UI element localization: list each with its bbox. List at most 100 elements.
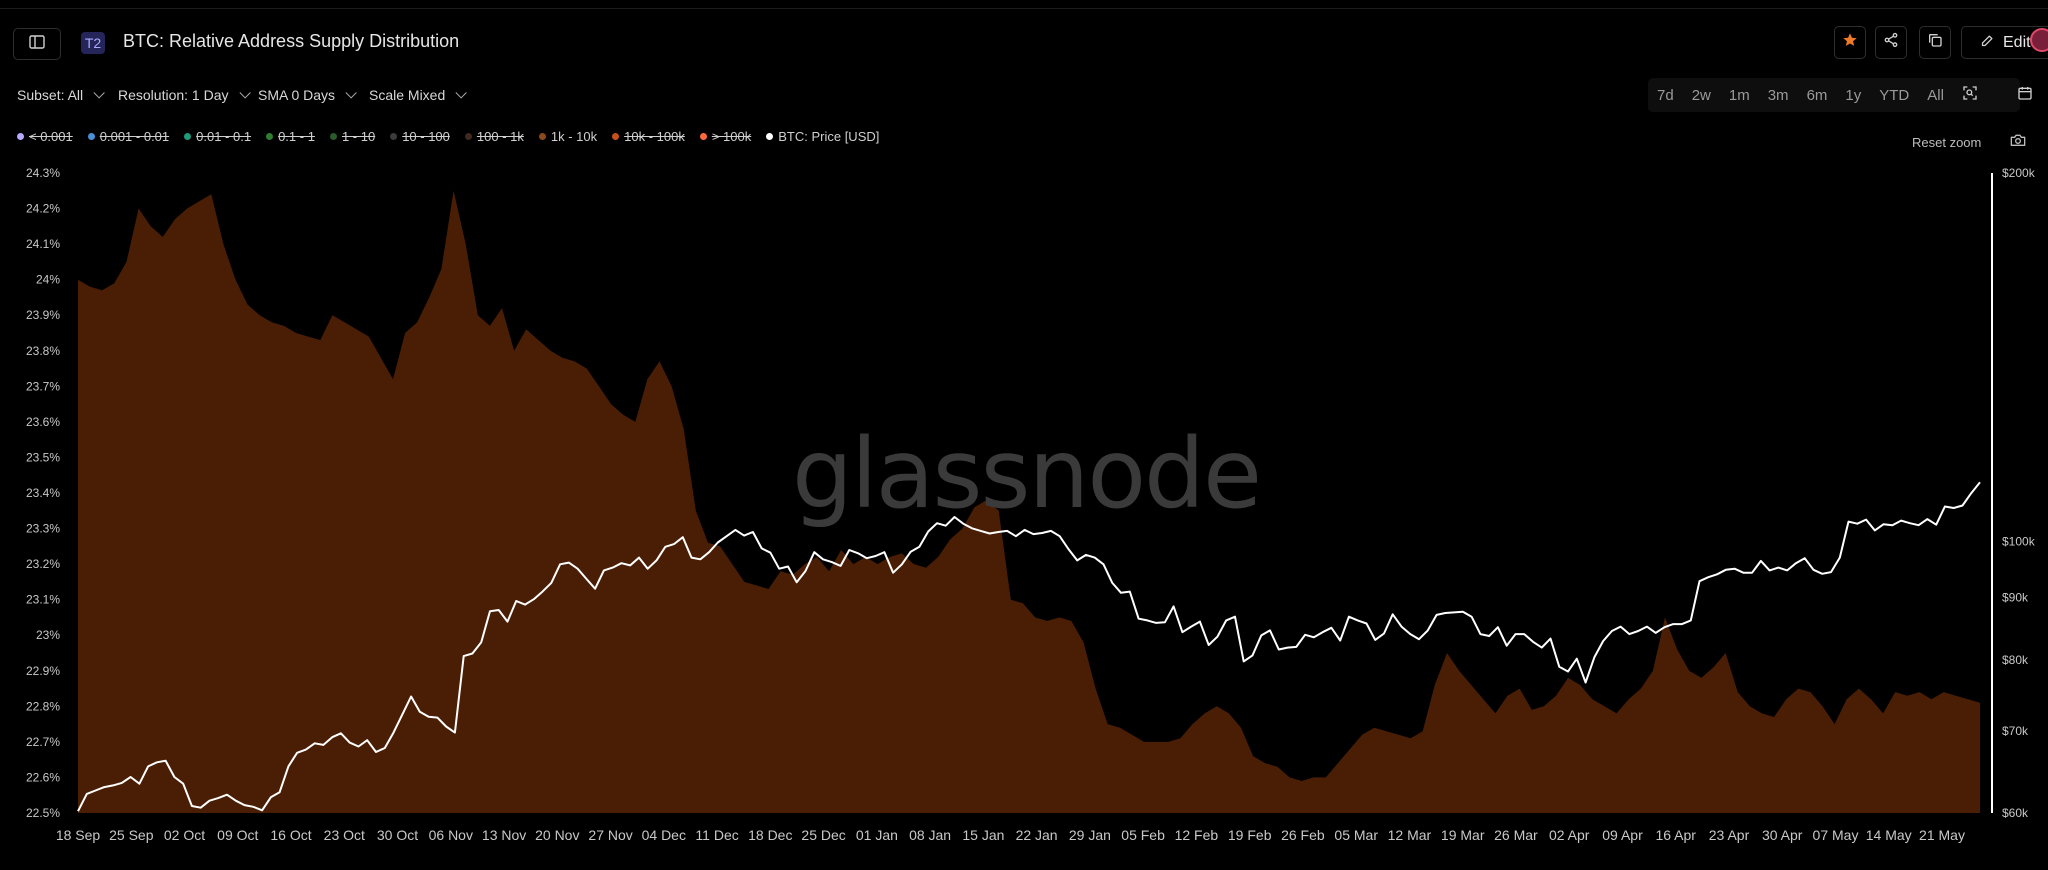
x-axis-tick-label: 19 Feb: [1228, 827, 1272, 843]
x-axis-tick-label: 07 May: [1813, 827, 1859, 843]
resolution-dropdown[interactable]: Resolution: 1 Day: [118, 87, 251, 103]
duplicate-button[interactable]: [1919, 26, 1951, 59]
legend-item[interactable]: 0.01 - 0.1: [184, 129, 251, 144]
y-axis-tick-label: 23.8%: [26, 344, 60, 358]
price-axis-tick-label: $60k: [2002, 806, 2029, 820]
x-axis-tick-label: 22 Jan: [1016, 827, 1058, 843]
share-button[interactable]: [1875, 26, 1907, 59]
x-axis-tick-label: 23 Oct: [324, 827, 365, 843]
legend-item[interactable]: 1 - 10: [329, 129, 375, 144]
legend-item[interactable]: 10 - 100: [390, 129, 450, 144]
y-axis-tick-label: 22.9%: [26, 664, 60, 678]
legend-dot: [17, 133, 24, 140]
chevron-down-icon: [238, 87, 251, 99]
y-axis-tick-label: 23.5%: [26, 450, 60, 464]
sidebar-icon: [29, 34, 45, 54]
time-range-selector: 7d 2w 1m 3m 6m 1y YTD All: [1648, 78, 2020, 112]
y-axis-tick-label: 23.9%: [26, 308, 60, 322]
y-axis-tick-label: 23.6%: [26, 415, 60, 429]
legend-item[interactable]: > 100k: [699, 129, 752, 144]
range-6m[interactable]: 6m: [1806, 86, 1828, 104]
x-axis-tick-label: 15 Jan: [962, 827, 1004, 843]
edit-button[interactable]: Edit: [1961, 26, 2048, 59]
scale-label: Scale Mixed: [369, 87, 446, 103]
legend-label: BTC: Price [USD]: [778, 129, 880, 144]
legend-item[interactable]: 0.1 - 1: [266, 129, 315, 144]
favorite-button[interactable]: [1834, 26, 1866, 59]
x-axis-tick-label: 21 May: [1919, 827, 1965, 843]
y-axis-tick-label: 22.6%: [26, 770, 60, 784]
page-title: BTC: Relative Address Supply Distributio…: [123, 31, 460, 51]
x-axis-tick-label: 12 Mar: [1388, 827, 1432, 843]
price-axis-tick-label: $90k: [2002, 591, 2029, 605]
price-axis-tick-label: $100k: [2002, 535, 2036, 549]
legend-label: 0.1 - 1: [278, 129, 315, 144]
y-axis-tick-label: 23.4%: [26, 486, 60, 500]
x-axis-tick-label: 16 Apr: [1655, 827, 1696, 843]
range-ytd[interactable]: YTD: [1879, 86, 1910, 104]
zoom-icon: [1963, 86, 1977, 100]
x-axis-tick-label: 25 Sep: [109, 827, 154, 843]
sma-label: SMA 0 Days: [258, 87, 336, 103]
price-axis-tick-label: $200k: [2002, 166, 2036, 180]
x-axis-tick-label: 16 Oct: [270, 827, 311, 843]
avatar[interactable]: [2030, 28, 2048, 52]
x-axis-tick-label: 02 Oct: [164, 827, 205, 843]
legend-label: 10k - 100k: [624, 129, 685, 144]
legend-dot: [87, 133, 95, 140]
range-1m[interactable]: 1m: [1728, 86, 1750, 104]
x-axis-tick-label: 06 Nov: [429, 827, 473, 843]
zoom-select-button[interactable]: [1953, 85, 1987, 105]
legend-item[interactable]: < 0.001: [17, 129, 73, 144]
x-axis-tick-label: 12 Feb: [1175, 827, 1219, 843]
legend-label: > 100k: [711, 129, 752, 144]
tier-badge: T2: [81, 32, 105, 54]
copy-icon: [1927, 32, 1943, 53]
range-2w[interactable]: 2w: [1691, 86, 1711, 104]
x-axis-tick-label: 20 Nov: [535, 827, 579, 843]
legend-dot: [612, 133, 620, 140]
legend-dot: [266, 133, 274, 140]
range-all[interactable]: All: [1927, 86, 1944, 104]
price-axis-tick-label: $70k: [2002, 724, 2029, 738]
top-divider: [0, 8, 2048, 9]
legend-dot: [390, 133, 398, 140]
legend-dot: [538, 133, 546, 140]
x-axis-tick-label: 30 Apr: [1762, 827, 1803, 843]
reset-zoom-button[interactable]: Reset zoom: [1912, 135, 1982, 150]
subset-dropdown[interactable]: Subset: All: [17, 87, 105, 103]
screenshot-button[interactable]: [2010, 133, 2026, 152]
calendar-button[interactable]: [2008, 78, 2042, 112]
range-7d[interactable]: 7d: [1657, 86, 1674, 104]
x-axis-tick-label: 26 Mar: [1494, 827, 1538, 843]
y-axis-tick-label: 23%: [36, 628, 60, 642]
legend-item[interactable]: 1k - 10k: [538, 129, 598, 144]
range-3m[interactable]: 3m: [1767, 86, 1789, 104]
x-axis-tick-label: 29 Jan: [1069, 827, 1111, 843]
x-axis-tick-label: 11 Dec: [695, 827, 738, 843]
legend-item[interactable]: 0.001 - 0.01: [87, 129, 170, 144]
legend-label: 100 - 1k: [476, 129, 524, 144]
y-axis-tick-label: 23.7%: [26, 379, 60, 393]
legend-dot: [766, 133, 774, 140]
chevron-down-icon: [345, 87, 357, 99]
legend-dot: [329, 133, 337, 140]
legend-label: 0.001 - 0.01: [99, 129, 170, 144]
legend-label: 1k - 10k: [550, 129, 598, 144]
scale-dropdown[interactable]: Scale Mixed: [369, 87, 468, 103]
y-axis-tick-label: 24.2%: [26, 202, 60, 216]
subset-label: Subset: All: [17, 87, 84, 103]
toggle-sidebar-button[interactable]: [13, 28, 61, 60]
legend-item[interactable]: 10k - 100k: [612, 129, 685, 144]
range-1y[interactable]: 1y: [1845, 86, 1862, 104]
legend-item[interactable]: BTC: Price [USD]: [766, 129, 879, 144]
x-axis-tick-label: 19 Mar: [1441, 827, 1485, 843]
sma-dropdown[interactable]: SMA 0 Days: [258, 87, 357, 103]
supply-distribution-chart: 22.5% 22.6% 22.7% 22.8% 22.9% 23% 23.1% 23.2% 23…: [26, 166, 2036, 843]
y-axis-tick-label: 24%: [36, 273, 60, 287]
legend-item[interactable]: 100 - 1k: [464, 129, 524, 144]
y-axis-tick-label: 23.1%: [26, 593, 60, 607]
camera-icon: [2010, 134, 2026, 151]
pencil-icon: [1980, 33, 1995, 53]
calendar-icon: [2017, 85, 2033, 106]
